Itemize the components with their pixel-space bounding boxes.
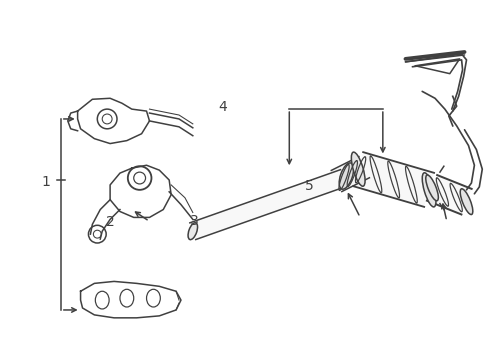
Ellipse shape xyxy=(459,189,472,215)
Text: 4: 4 xyxy=(218,100,227,114)
Polygon shape xyxy=(189,170,346,239)
Ellipse shape xyxy=(425,175,437,201)
Polygon shape xyxy=(330,157,368,192)
Text: 1: 1 xyxy=(41,175,50,189)
Ellipse shape xyxy=(422,173,435,207)
Text: 3: 3 xyxy=(189,214,198,228)
Ellipse shape xyxy=(339,163,353,189)
Ellipse shape xyxy=(188,223,197,240)
Polygon shape xyxy=(426,175,470,215)
Text: 2: 2 xyxy=(106,215,115,229)
Text: 5: 5 xyxy=(305,179,313,193)
Ellipse shape xyxy=(351,152,365,186)
Polygon shape xyxy=(352,152,433,207)
